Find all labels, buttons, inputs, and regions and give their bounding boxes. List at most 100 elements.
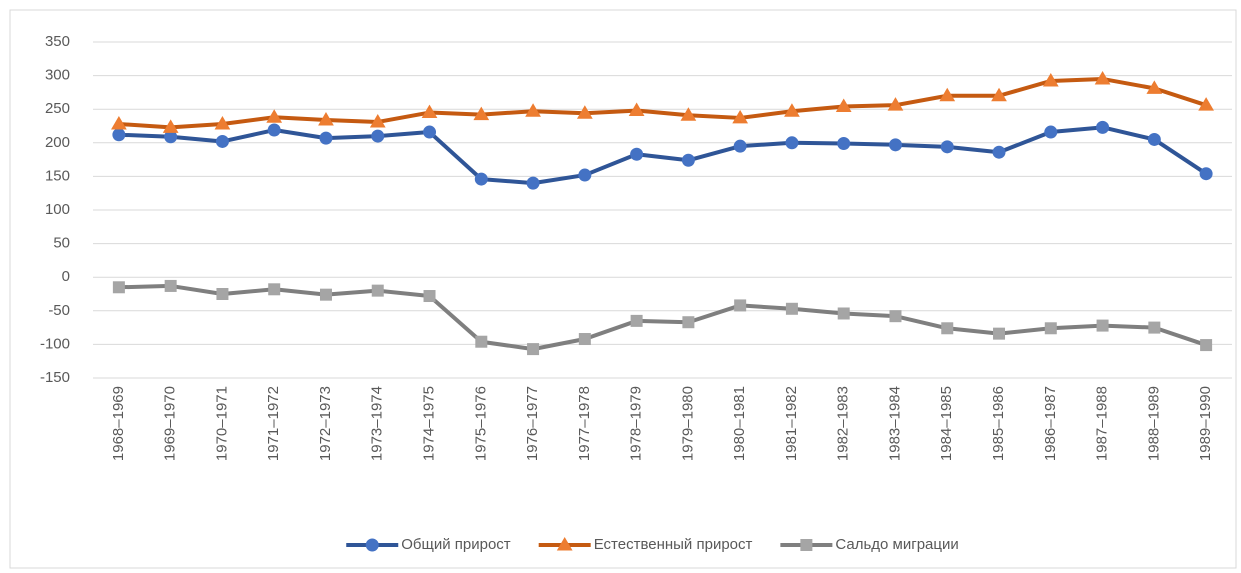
marker bbox=[835, 98, 852, 113]
marker bbox=[630, 314, 643, 327]
marker bbox=[889, 310, 902, 323]
x-tick-label: 1983–1984 bbox=[886, 386, 903, 461]
x-tick-label: 1989–1990 bbox=[1197, 386, 1214, 461]
marker bbox=[215, 134, 229, 148]
legend-item: Сальдо миграции bbox=[780, 536, 959, 553]
legend-item: Общий прирост bbox=[346, 536, 511, 553]
marker bbox=[887, 97, 904, 111]
series-line bbox=[118, 76, 1207, 130]
marker bbox=[268, 283, 281, 296]
marker bbox=[628, 102, 645, 117]
marker bbox=[784, 103, 800, 117]
marker bbox=[1148, 321, 1161, 334]
marker bbox=[939, 87, 956, 102]
x-tick-label: 1970–1971 bbox=[213, 386, 230, 461]
marker bbox=[473, 106, 490, 121]
legend-marker bbox=[556, 537, 573, 551]
marker bbox=[733, 139, 747, 153]
y-tick-label: -50 bbox=[48, 302, 70, 319]
y-tick-label: 50 bbox=[53, 235, 70, 252]
marker bbox=[1199, 167, 1213, 181]
marker bbox=[474, 172, 488, 186]
marker bbox=[578, 333, 591, 346]
x-tick-label: 1968–1969 bbox=[110, 386, 127, 461]
marker bbox=[1198, 97, 1214, 111]
marker bbox=[164, 279, 177, 292]
marker bbox=[525, 103, 541, 117]
marker bbox=[785, 302, 798, 315]
marker bbox=[940, 140, 954, 154]
x-tick-label: 1974–1975 bbox=[420, 386, 437, 461]
marker bbox=[266, 109, 283, 123]
x-tick-label: 1979–1980 bbox=[679, 386, 696, 461]
marker bbox=[1042, 72, 1059, 87]
y-tick-label: -100 bbox=[40, 335, 70, 352]
y-tick-label: 100 bbox=[45, 201, 70, 218]
marker bbox=[267, 123, 281, 137]
marker bbox=[318, 111, 334, 126]
marker bbox=[371, 129, 385, 143]
marker bbox=[734, 299, 747, 312]
y-tick-label: 300 bbox=[45, 67, 70, 84]
marker bbox=[1044, 322, 1057, 335]
x-tick-label: 1973–1974 bbox=[369, 386, 386, 461]
marker bbox=[1147, 132, 1161, 146]
y-tick-label: 350 bbox=[45, 33, 70, 50]
x-tick-label: 1982–1983 bbox=[835, 386, 852, 461]
marker bbox=[681, 153, 695, 167]
series bbox=[111, 70, 1214, 133]
marker bbox=[993, 327, 1006, 340]
marker bbox=[991, 87, 1007, 102]
marker bbox=[1096, 319, 1109, 332]
legend-label: Естественный прирост bbox=[594, 536, 753, 553]
legend-marker bbox=[800, 539, 813, 551]
marker bbox=[1096, 120, 1110, 134]
x-tick-label: 1978–1979 bbox=[628, 386, 645, 461]
y-tick-label: 0 bbox=[62, 268, 70, 285]
marker bbox=[111, 115, 127, 130]
x-tick-label: 1977–1978 bbox=[576, 386, 593, 461]
series-line bbox=[118, 125, 1208, 186]
chart-border bbox=[9, 9, 1237, 569]
marker bbox=[992, 145, 1006, 159]
x-tick-label: 1987–1988 bbox=[1094, 386, 1111, 461]
marker bbox=[837, 136, 851, 150]
marker bbox=[576, 105, 593, 119]
x-tick-label: 1985–1986 bbox=[990, 386, 1007, 461]
x-tick-label: 1969–1970 bbox=[162, 386, 179, 461]
marker bbox=[680, 107, 697, 121]
legend-item: Естественный прирост bbox=[538, 536, 753, 553]
x-tick-label: 1976–1977 bbox=[524, 386, 541, 461]
marker bbox=[527, 343, 540, 356]
marker bbox=[319, 288, 332, 301]
series bbox=[112, 120, 1213, 190]
series bbox=[112, 279, 1213, 356]
x-tick-label: 1981–1982 bbox=[783, 386, 800, 461]
marker bbox=[1200, 339, 1213, 352]
x-tick-label: 1980–1981 bbox=[731, 386, 748, 461]
marker bbox=[421, 104, 438, 119]
marker bbox=[941, 322, 954, 335]
legend-label: Сальдо миграции bbox=[835, 536, 958, 553]
marker bbox=[682, 316, 695, 329]
x-tick-label: 1972–1973 bbox=[317, 386, 334, 461]
x-tick-label: 1971–1972 bbox=[265, 386, 282, 461]
marker bbox=[785, 136, 799, 150]
marker bbox=[630, 147, 644, 161]
marker bbox=[369, 113, 386, 128]
marker bbox=[371, 284, 384, 297]
y-tick-label: 150 bbox=[45, 167, 70, 184]
marker bbox=[578, 168, 592, 182]
y-tick-label: -150 bbox=[40, 369, 70, 386]
legend: Общий прирост Естественный прирост Сальдо … bbox=[346, 536, 959, 553]
x-tick-label: 1986–1987 bbox=[1042, 386, 1059, 461]
x-tick-label: 1988–1989 bbox=[1145, 386, 1162, 461]
marker bbox=[112, 281, 125, 294]
marker bbox=[526, 176, 540, 190]
marker bbox=[1146, 80, 1163, 94]
x-tick-label: 1984–1985 bbox=[938, 386, 955, 461]
marker bbox=[423, 125, 437, 139]
marker bbox=[162, 119, 179, 133]
marker bbox=[423, 290, 436, 303]
